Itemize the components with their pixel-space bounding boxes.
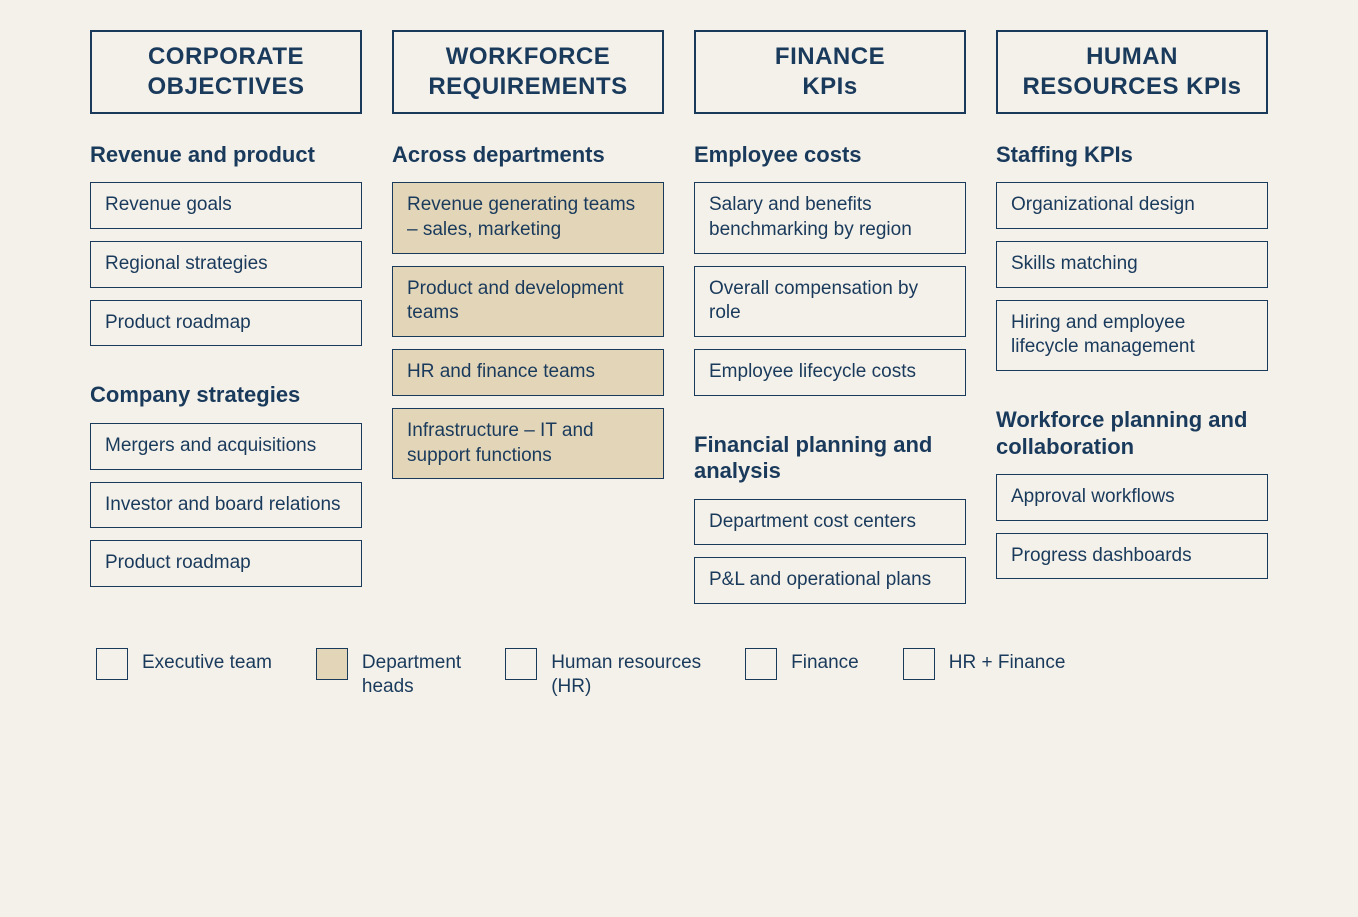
- item-box: Product roadmap: [90, 540, 362, 587]
- legend: Executive team Department heads Human re…: [90, 648, 1268, 699]
- item-box: Approval workflows: [996, 474, 1268, 521]
- item-box: Overall compensation by role: [694, 266, 966, 337]
- item-box: Employee lifecycle costs: [694, 349, 966, 396]
- item-box: Mergers and acquisitions: [90, 423, 362, 470]
- legend-label: Human resources (HR): [551, 648, 701, 699]
- item-box: Revenue generating teams – sales, market…: [392, 182, 664, 253]
- legend-swatch: [903, 648, 935, 680]
- legend-swatch: [96, 648, 128, 680]
- legend-label: Department heads: [362, 648, 461, 699]
- section-title: Workforce planning and collaboration: [996, 407, 1268, 460]
- column-workforce-requirements: WORKFORCE REQUIREMENTS Across department…: [392, 30, 664, 479]
- item-box: Investor and board relations: [90, 482, 362, 529]
- legend-item: Human resources (HR): [505, 648, 701, 699]
- item-box: Infrastructure – IT and support function…: [392, 408, 664, 479]
- column-corporate-objectives: CORPORATE OBJECTIVES Revenue and product…: [90, 30, 362, 587]
- item-box: Progress dashboards: [996, 533, 1268, 580]
- column-header: WORKFORCE REQUIREMENTS: [392, 30, 664, 114]
- column-hr-kpis: HUMAN RESOURCES KPIs Staffing KPIs Organ…: [996, 30, 1268, 579]
- legend-label: HR + Finance: [949, 648, 1066, 675]
- legend-item: HR + Finance: [903, 648, 1066, 680]
- section-title: Across departments: [392, 142, 664, 168]
- item-box: Product and development teams: [392, 266, 664, 337]
- legend-swatch: [745, 648, 777, 680]
- column-header: CORPORATE OBJECTIVES: [90, 30, 362, 114]
- section-title: Company strategies: [90, 382, 362, 408]
- section-title: Staffing KPIs: [996, 142, 1268, 168]
- item-box: P&L and operational plans: [694, 557, 966, 604]
- section-title: Financial planning and analysis: [694, 432, 966, 485]
- item-box: Product roadmap: [90, 300, 362, 347]
- legend-label: Finance: [791, 648, 859, 675]
- column-header: FINANCE KPIs: [694, 30, 966, 114]
- section-title: Revenue and product: [90, 142, 362, 168]
- section-title: Employee costs: [694, 142, 966, 168]
- item-box: Organizational design: [996, 182, 1268, 229]
- column-finance-kpis: FINANCE KPIs Employee costs Salary and b…: [694, 30, 966, 604]
- columns-container: CORPORATE OBJECTIVES Revenue and product…: [90, 30, 1268, 604]
- item-box: HR and finance teams: [392, 349, 664, 396]
- legend-swatch: [316, 648, 348, 680]
- item-box: Department cost centers: [694, 499, 966, 546]
- item-box: Salary and benefits benchmarking by regi…: [694, 182, 966, 253]
- item-box: Regional strategies: [90, 241, 362, 288]
- item-box: Revenue goals: [90, 182, 362, 229]
- item-box: Skills matching: [996, 241, 1268, 288]
- legend-item: Executive team: [96, 648, 272, 680]
- legend-item: Department heads: [316, 648, 461, 699]
- item-box: Hiring and employee lifecycle management: [996, 300, 1268, 371]
- legend-swatch: [505, 648, 537, 680]
- column-header: HUMAN RESOURCES KPIs: [996, 30, 1268, 114]
- legend-item: Finance: [745, 648, 859, 680]
- legend-label: Executive team: [142, 648, 272, 675]
